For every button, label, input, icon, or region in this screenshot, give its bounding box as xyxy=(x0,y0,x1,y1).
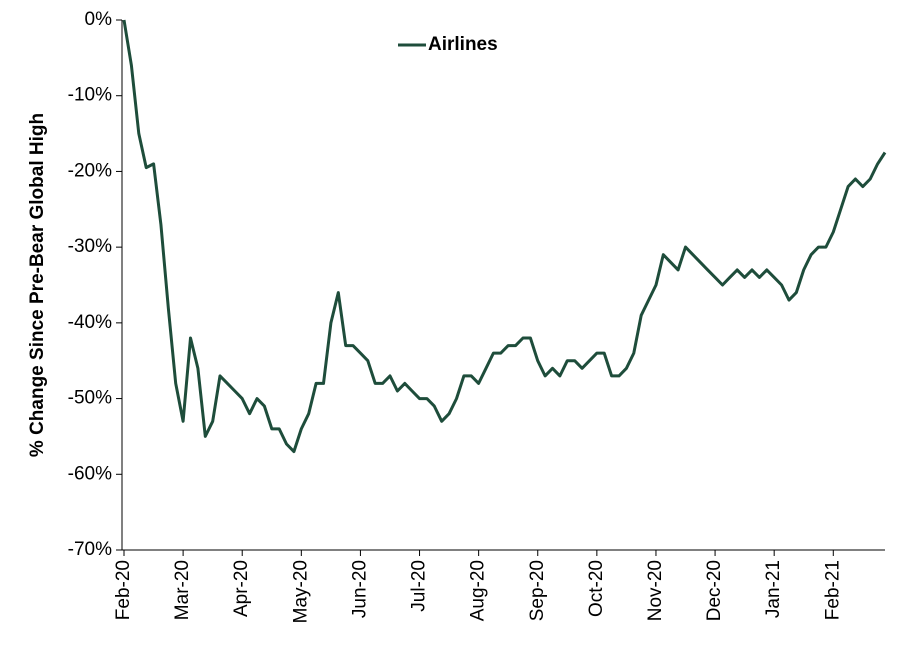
x-tick-label: Jun-20 xyxy=(349,560,370,618)
x-tick-label: Dec-20 xyxy=(704,560,725,621)
x-tick-label: Oct-20 xyxy=(586,560,607,617)
x-tick-label: Apr-20 xyxy=(231,560,252,617)
y-axis-label: % Change Since Pre-Bear Global High xyxy=(27,113,48,457)
x-tick-label: May-20 xyxy=(290,560,311,623)
y-tick-label: -60% xyxy=(68,463,112,484)
y-tick-label: -70% xyxy=(68,539,112,560)
y-tick-label: -30% xyxy=(68,236,112,257)
x-tick-label: Feb-20 xyxy=(113,560,134,620)
y-tick-label: -50% xyxy=(68,388,112,409)
x-tick-label: Feb-21 xyxy=(822,560,843,620)
x-tick-label: Nov-20 xyxy=(645,560,666,621)
x-tick-label: Sep-20 xyxy=(527,560,548,621)
y-tick-label: -20% xyxy=(68,160,112,181)
y-tick-label: -10% xyxy=(68,85,112,106)
x-tick-label: Jul-20 xyxy=(409,560,430,612)
line xyxy=(122,19,887,454)
y-tick-label: -40% xyxy=(68,312,112,333)
x-tick-label: Jan-21 xyxy=(763,560,784,618)
x-tick-label: Aug-20 xyxy=(468,560,489,621)
y-tick-label: 0% xyxy=(85,9,113,30)
x-tick-label: Mar-20 xyxy=(172,560,193,620)
legend-label: Airlines xyxy=(428,34,498,55)
